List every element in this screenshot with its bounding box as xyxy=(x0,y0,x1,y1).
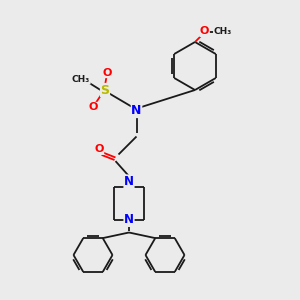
Text: CH₃: CH₃ xyxy=(214,27,232,36)
Text: O: O xyxy=(102,68,112,78)
Text: N: N xyxy=(124,175,134,188)
Text: N: N xyxy=(131,104,142,118)
Text: O: O xyxy=(200,26,209,37)
Text: N: N xyxy=(124,213,134,226)
Text: CH₃: CH₃ xyxy=(72,75,90,84)
Text: O: O xyxy=(94,144,104,154)
Text: S: S xyxy=(100,83,109,97)
Text: O: O xyxy=(89,102,98,112)
